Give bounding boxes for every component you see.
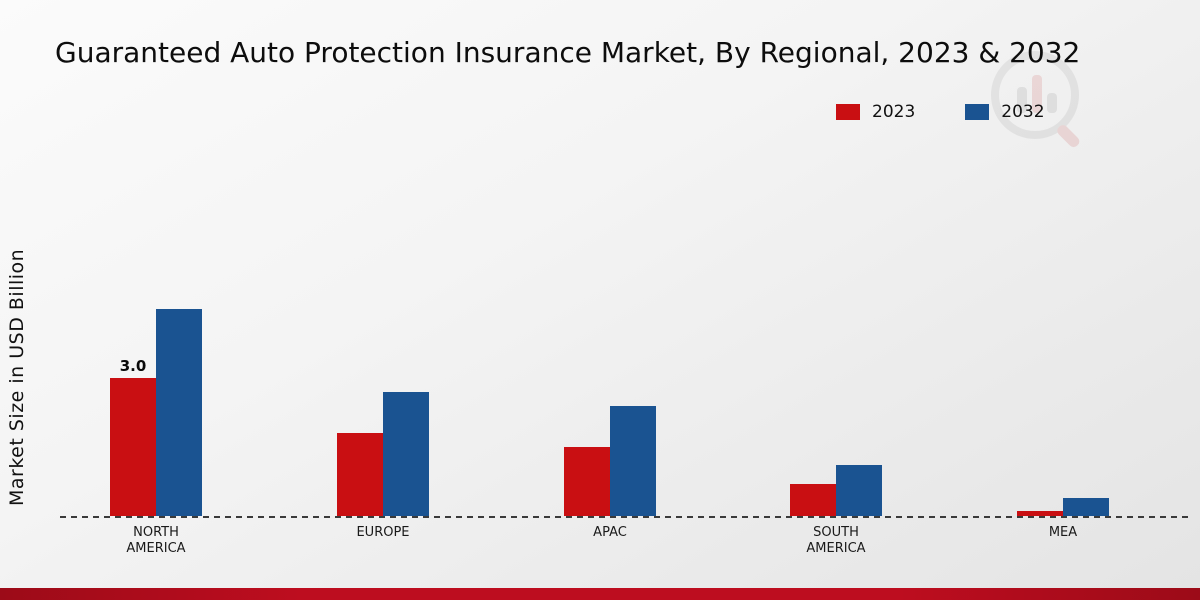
bar-2032-apac [610,405,656,516]
bar-2023-south-america [790,483,836,516]
bar-2032-europe [383,391,429,516]
bar-value-label: 3.0 [119,357,147,375]
legend: 2023 2032 [836,102,1045,122]
category-label-mea: MEA [1048,525,1078,540]
category-label-north-america: NORTH AMERICA [126,525,186,557]
bar-2023-europe [337,433,383,516]
legend-item-2032: 2032 [965,102,1045,122]
legend-swatch-2032 [965,104,990,120]
x-axis-line [60,516,1192,518]
legend-swatch-2023 [836,104,860,120]
bar-2032-mea [1063,497,1109,516]
bar-2023-north-america [110,378,156,516]
bottom-accent-bar [0,588,1200,600]
legend-item-2023: 2023 [836,102,915,122]
bar-2023-apac [564,447,610,516]
category-label-south-america: SOUTH AMERICA [806,525,866,557]
bar-2032-north-america [156,309,202,516]
bar-2023-mea [1017,511,1063,516]
chart-title: Guaranteed Auto Protection Insurance Mar… [55,36,1081,69]
legend-label-2032: 2032 [1001,102,1045,122]
bar-2032-south-america [836,465,882,516]
legend-label-2023: 2023 [872,102,916,122]
category-label-apac: APAC [593,525,627,540]
category-label-europe: EUROPE [356,525,410,540]
